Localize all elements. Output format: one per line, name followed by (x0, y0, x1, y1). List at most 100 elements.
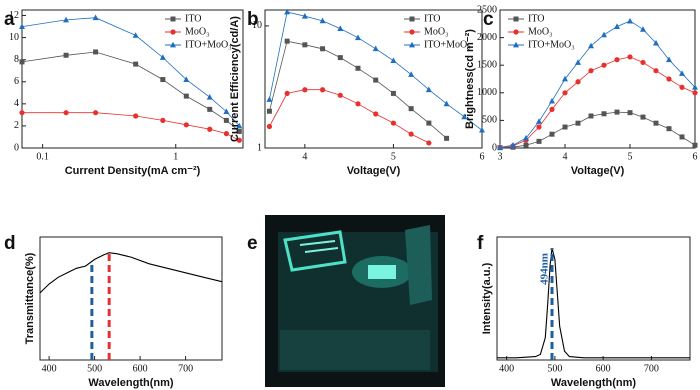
marker (549, 106, 555, 112)
y-tick-label: 12 (9, 10, 19, 21)
legend-marker (409, 41, 415, 48)
legend-label: ITO (528, 13, 544, 24)
marker (627, 110, 633, 116)
photo-electrode (283, 230, 347, 272)
series-line (39, 252, 223, 294)
marker (679, 70, 685, 76)
marker (133, 61, 139, 67)
marker (601, 62, 607, 68)
marker (601, 31, 607, 38)
marker (160, 117, 166, 123)
marker (160, 77, 166, 83)
marker (284, 8, 291, 15)
marker (19, 110, 25, 116)
marker (93, 49, 99, 55)
marker (536, 124, 542, 130)
y-axis-label: Current Efficiency(cd/A) (229, 16, 241, 142)
marker (390, 120, 397, 126)
marker (337, 25, 344, 32)
reference-label: 494nm (539, 253, 551, 285)
series-line (499, 111, 696, 149)
x-tick-label: 400 (42, 363, 57, 374)
marker (627, 54, 633, 60)
marker (390, 90, 396, 96)
x-tick-label: 3 (498, 151, 503, 162)
marker (63, 52, 69, 58)
marker (355, 101, 361, 107)
plot-frame (21, 9, 244, 149)
panel: f 400 500 600 700 Wavelength(nm) Intensity(a.u… (477, 233, 691, 389)
legend-label: ITO+MoO₃ (424, 39, 471, 50)
x-axis-label: Voltage(V) (571, 165, 625, 177)
legend-label: ITO (185, 13, 201, 24)
marker (653, 39, 659, 46)
marker (549, 97, 555, 104)
x-tick-label: 6 (693, 151, 698, 162)
marker (63, 110, 69, 116)
marker (319, 17, 326, 24)
x-tick-label: 4 (563, 151, 568, 162)
y-tick-label: 4 (14, 98, 19, 109)
marker (562, 75, 568, 82)
photo-electrode-lines (299, 240, 339, 253)
marker (549, 131, 555, 137)
marker (443, 100, 450, 107)
marker (575, 59, 581, 65)
marker (679, 84, 685, 90)
plot-frame (264, 9, 483, 149)
marker (426, 140, 432, 146)
marker (666, 126, 672, 132)
marker (497, 144, 503, 150)
x-tick-label: 500 (547, 363, 562, 374)
marker (425, 86, 432, 93)
y-tick-label: 2500 (477, 4, 497, 15)
marker (301, 13, 308, 19)
marker (601, 111, 607, 117)
y-axis-label: Intensity(a.u.) (481, 262, 493, 334)
marker (266, 123, 273, 130)
photo-emission (368, 265, 396, 279)
marker (223, 108, 230, 114)
x-tick-label: 700 (644, 363, 659, 374)
marker (133, 113, 139, 119)
x-tick-label: 4 (302, 151, 307, 162)
y-tick-label: 1000 (477, 87, 497, 98)
marker (266, 96, 273, 102)
legend-label: MoO₃ (424, 26, 449, 37)
marker (337, 92, 343, 98)
marker (266, 108, 272, 114)
series-line (21, 51, 240, 132)
y-tick-label: 2000 (477, 32, 497, 43)
x-tick-label: 5 (391, 151, 396, 162)
series-line (269, 40, 447, 139)
y-tick-label: 1500 (477, 59, 497, 70)
marker (63, 16, 70, 23)
marker (640, 59, 646, 66)
marker (627, 17, 633, 24)
x-axis-label: Voltage(V) (347, 165, 401, 177)
marker (692, 90, 698, 96)
x-axis-label: Current Density(mA cm⁻²) (65, 165, 201, 177)
marker (206, 94, 213, 100)
marker (183, 76, 190, 82)
marker (302, 87, 308, 93)
marker (337, 55, 343, 61)
marker (236, 122, 243, 129)
marker (588, 42, 594, 49)
marker (19, 23, 25, 29)
x-axis-label: Wavelength(nm) (551, 377, 636, 389)
marker (408, 106, 414, 112)
x-tick-label: 0.1 (36, 151, 49, 162)
marker (640, 114, 646, 120)
marker (444, 135, 450, 141)
marker (236, 128, 242, 134)
series-line (22, 112, 240, 141)
x-tick-label: 600 (133, 363, 148, 374)
marker (640, 26, 646, 32)
marker (692, 142, 698, 148)
y-tick-label: 6 (14, 76, 19, 87)
panel-label: c (483, 9, 494, 30)
marker (479, 126, 485, 133)
